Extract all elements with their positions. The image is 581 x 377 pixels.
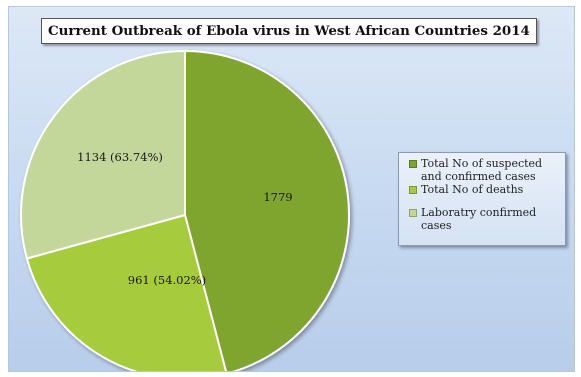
- pie-slice-0: [184, 49, 350, 371]
- legend-label: Total No of deaths: [421, 183, 524, 196]
- chart-title: Current Outbreak of Ebola virus in West …: [41, 18, 537, 44]
- pie-chart: 1779 961 (54.02%) 1134 (63.74%): [20, 49, 350, 371]
- slice-data-label-1: 961 (54.02%): [128, 273, 206, 287]
- slice-data-label-2: 1134 (63.74%): [77, 150, 163, 164]
- legend-item-suspected-confirmed: Total No of suspected and confirmed case…: [409, 157, 561, 183]
- slice-data-label-0: 1779: [263, 190, 292, 204]
- pie-slice-2: [20, 49, 186, 260]
- pie-slice-1: [25, 213, 227, 371]
- legend-item-deaths: Total No of deaths: [409, 183, 561, 196]
- legend-item-lab-confirmed: Laboratry confirmed cases: [409, 206, 561, 232]
- legend-swatch: [409, 160, 417, 168]
- chart-area: 1779 961 (54.02%) 1134 (63.74%) Current Ou…: [8, 6, 575, 372]
- legend-swatch: [409, 186, 417, 194]
- legend-swatch: [409, 209, 417, 217]
- legend-label: Total No of suspected and confirmed case…: [421, 157, 543, 183]
- legend-label: Laboratry confirmed cases: [421, 206, 537, 232]
- chart-legend: Total No of suspected and confirmed case…: [398, 152, 566, 246]
